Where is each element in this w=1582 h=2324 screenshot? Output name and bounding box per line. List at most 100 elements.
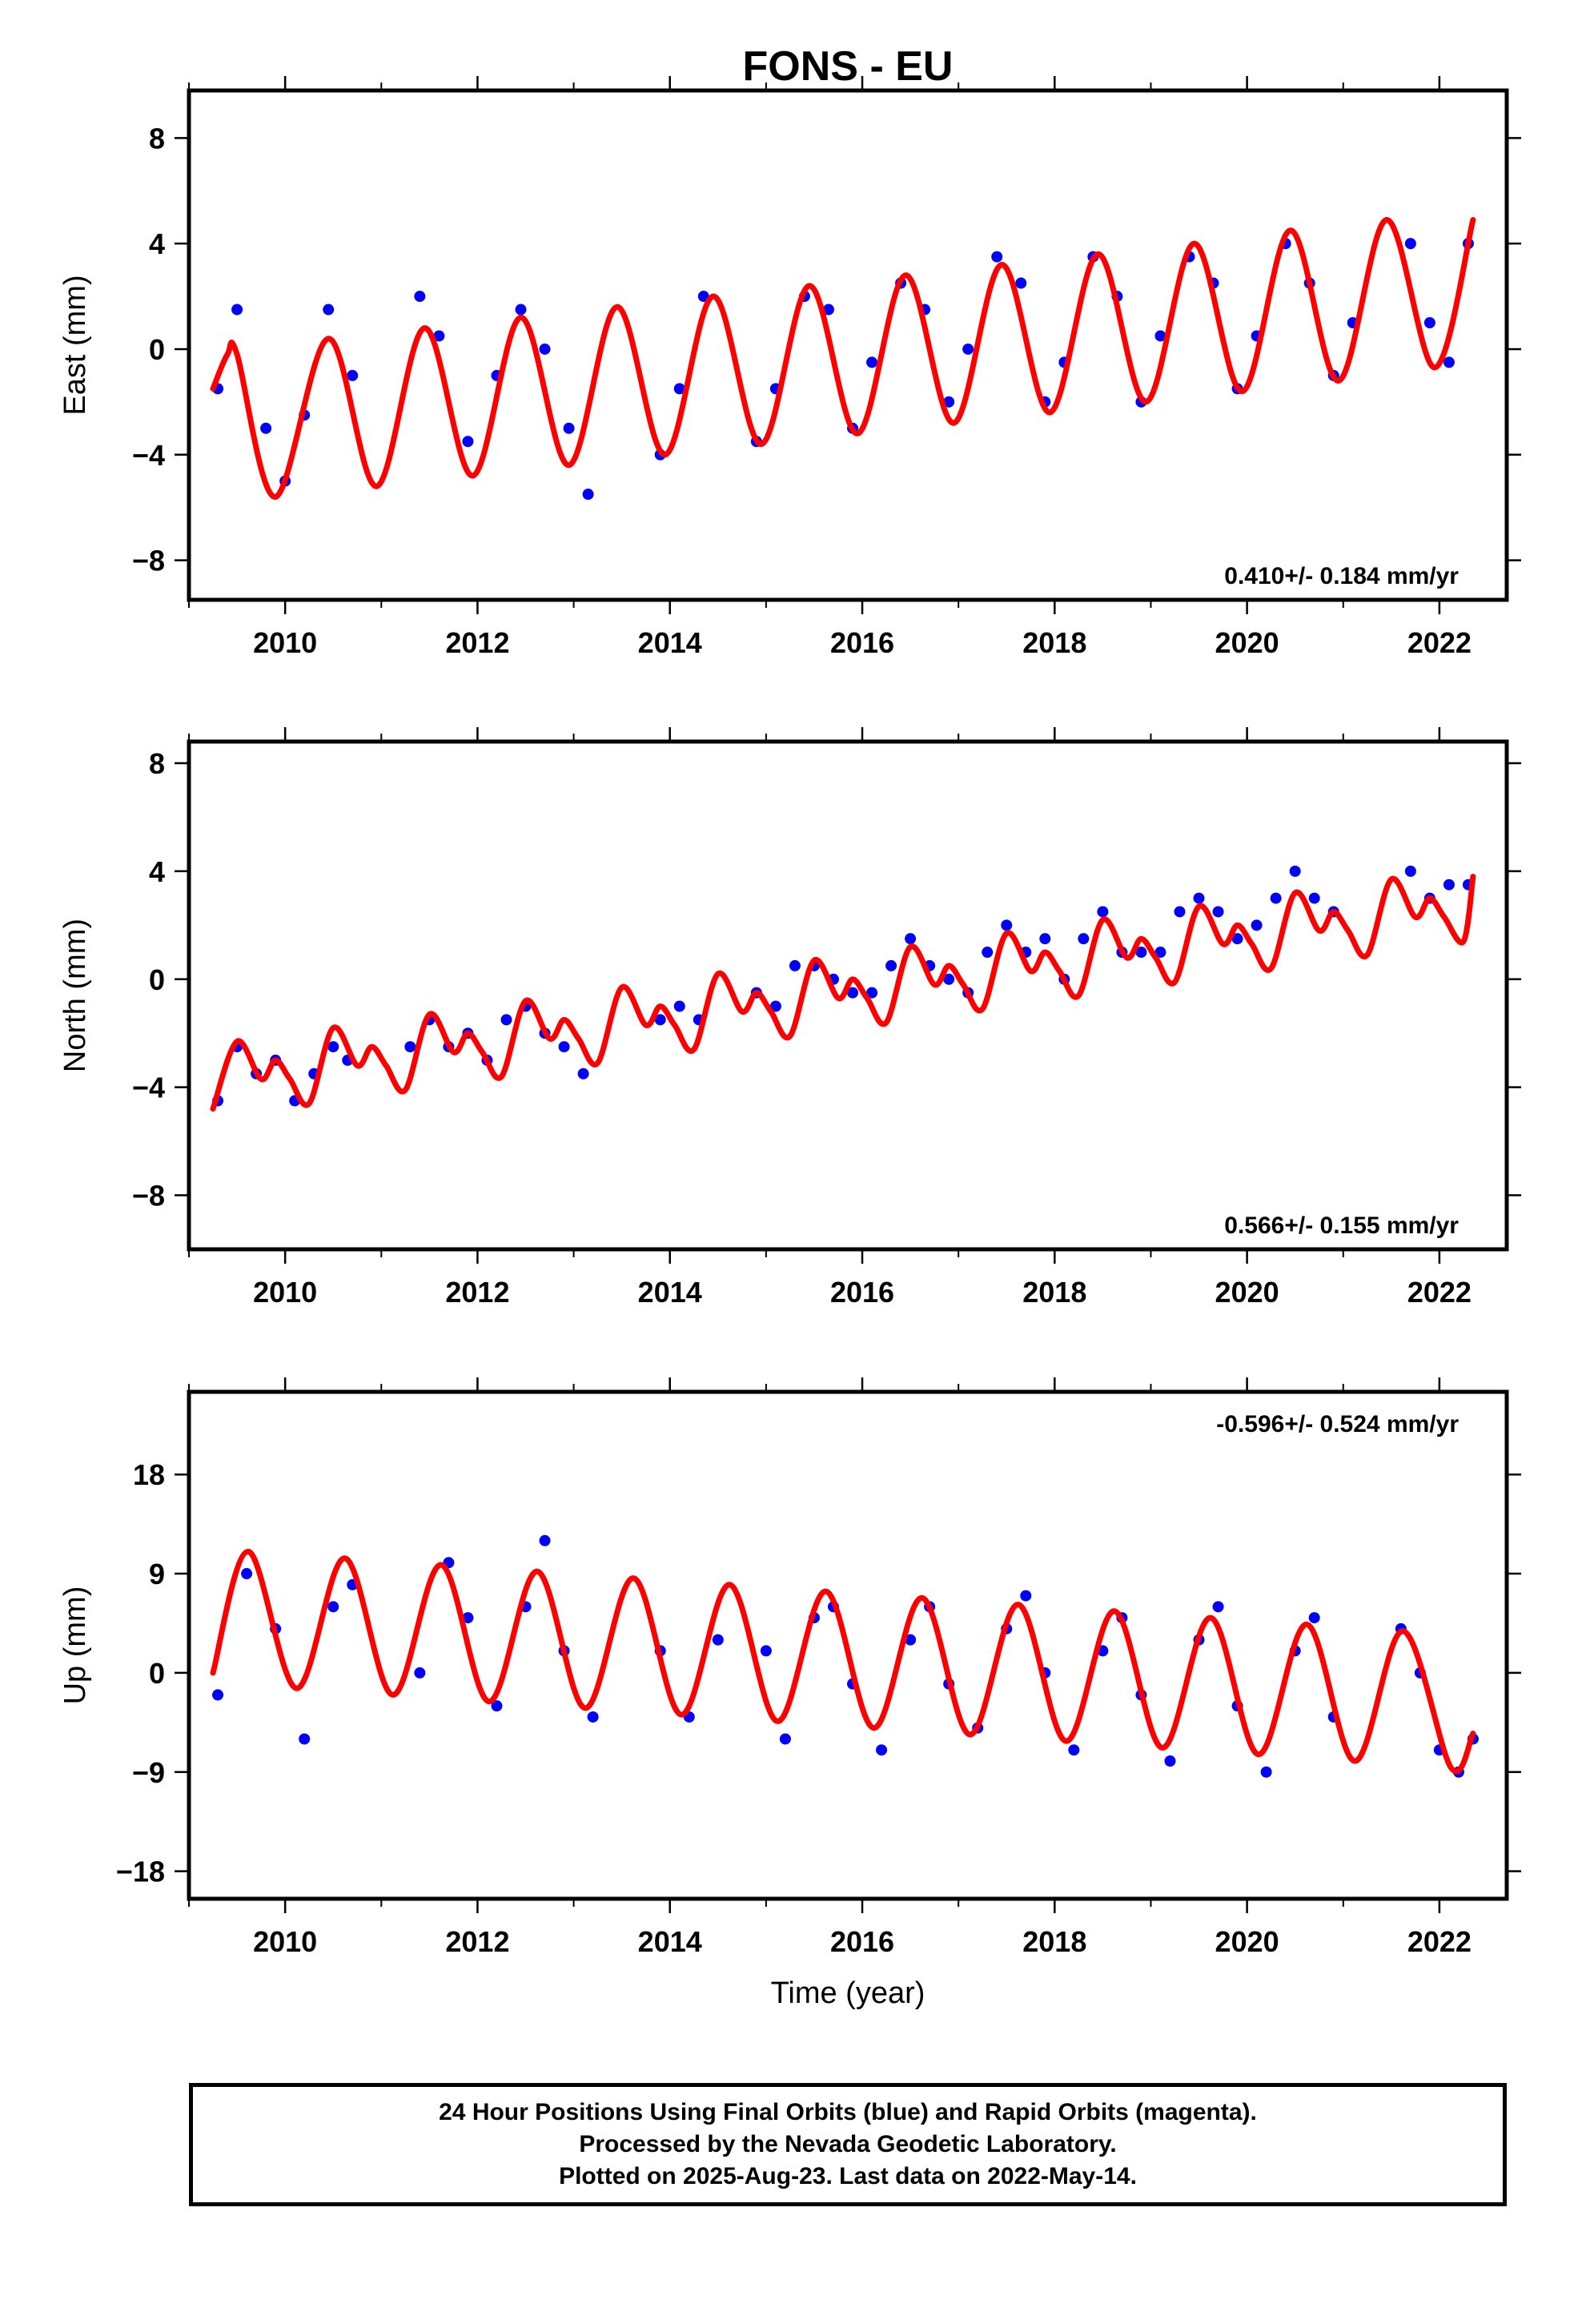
north-data-point xyxy=(558,1041,570,1053)
east-data-point xyxy=(323,304,335,316)
east-y-tick-label: 8 xyxy=(149,122,165,155)
east-data-point xyxy=(822,304,834,316)
north-x-tick-label: 2022 xyxy=(1407,1276,1472,1309)
north-x-tick-label: 2020 xyxy=(1215,1276,1279,1309)
north-data-point xyxy=(885,959,897,971)
north-x-tick-label: 2016 xyxy=(830,1276,894,1309)
east-y-tick-label: 0 xyxy=(149,333,165,366)
panels: 2010 2012 2014 2016 2018 2020 2022 −8 −4 0 4 8 0.410… xyxy=(58,76,1521,2010)
north-data-point xyxy=(1001,919,1013,931)
east-x-tick-label: 2018 xyxy=(1022,626,1086,659)
north-y-tick-label: −8 xyxy=(132,1180,165,1212)
east-data-point xyxy=(1154,330,1166,342)
north-data-point xyxy=(943,973,955,985)
up-data-point xyxy=(1068,1744,1080,1756)
up-data-point xyxy=(212,1689,224,1701)
north-data-point xyxy=(1154,947,1166,959)
north-data-point xyxy=(1078,933,1090,945)
x-axis-label: Time (year) xyxy=(771,1976,926,2010)
up-data-point xyxy=(779,1733,791,1745)
up-data-point xyxy=(462,1612,474,1624)
up-y-tick-label: −9 xyxy=(132,1756,165,1789)
north-data-point xyxy=(500,1014,512,1026)
east-x-tick-label: 2016 xyxy=(830,626,894,659)
caption-line-2: Processed by the Nevada Geodetic Laborat… xyxy=(579,2131,1117,2157)
east-data-point xyxy=(347,369,359,381)
north-data-point xyxy=(1443,879,1455,891)
east-data-point xyxy=(1443,356,1455,368)
panel-east: 2010 2012 2014 2016 2018 2020 2022 −8 −4 0 4 8 0.410… xyxy=(58,76,1521,659)
up-x-tick-label: 2018 xyxy=(1022,1925,1086,1958)
east-data-point xyxy=(515,304,527,316)
up-plot-area xyxy=(210,1534,1479,1778)
up-data-point xyxy=(1260,1766,1272,1778)
east-rate-label: 0.410+/- 0.184 mm/yr xyxy=(1224,563,1459,589)
up-y-tick-label: 9 xyxy=(149,1558,165,1590)
east-data-point xyxy=(1423,316,1435,328)
up-y-axis-label: Up (mm) xyxy=(58,1586,92,1705)
up-x-tick-label: 2020 xyxy=(1215,1925,1279,1958)
east-data-point xyxy=(462,436,474,448)
east-data-point xyxy=(1404,238,1416,250)
up-data-point xyxy=(299,1733,311,1745)
east-data-point xyxy=(260,422,272,434)
up-data-point xyxy=(1164,1755,1176,1767)
north-data-point xyxy=(673,1000,685,1012)
east-y-axis-label: East (mm) xyxy=(58,275,92,415)
east-plot-area xyxy=(210,217,1476,501)
up-x-tick-label: 2012 xyxy=(445,1925,509,1958)
north-x-tick-label: 2010 xyxy=(253,1276,317,1309)
north-data-point xyxy=(1097,906,1109,918)
up-data-point xyxy=(905,1634,917,1646)
east-data-point xyxy=(563,422,575,434)
up-data-point xyxy=(327,1601,339,1613)
north-data-point xyxy=(1289,865,1301,877)
up-x-tick-label: 2022 xyxy=(1407,1925,1472,1958)
up-data-point xyxy=(491,1700,503,1712)
panel-up: 2010 2012 2014 2016 2018 2020 2022 −18 −9 0 9 18 -0.… xyxy=(58,1377,1521,2010)
east-data-point xyxy=(991,251,1003,263)
caption-box: 24 Hour Positions Using Final Orbits (bl… xyxy=(189,2083,1507,2206)
up-x-tick-label: 2014 xyxy=(638,1925,702,1958)
east-x-tick-label: 2022 xyxy=(1407,626,1472,659)
up-data-point xyxy=(539,1534,551,1546)
north-data-point xyxy=(404,1041,416,1053)
up-y-tick-label: 0 xyxy=(149,1657,165,1690)
east-data-point xyxy=(943,396,955,408)
north-data-point xyxy=(1135,947,1147,959)
chart-title: FONS - EU xyxy=(743,43,954,90)
up-model-curve xyxy=(210,1549,1476,1775)
east-model-curve xyxy=(210,217,1476,500)
up-rate-label: -0.596+/- 0.524 mm/yr xyxy=(1216,1411,1459,1437)
north-y-tick-label: 0 xyxy=(149,963,165,996)
north-data-point xyxy=(1251,919,1263,931)
north-plot-area xyxy=(210,865,1476,1112)
north-y-axis-label: North (mm) xyxy=(58,919,92,1072)
north-x-tick-label: 2014 xyxy=(638,1276,702,1309)
east-x-tick-label: 2012 xyxy=(445,626,509,659)
east-data-point xyxy=(582,489,594,501)
east-x-tick-label: 2014 xyxy=(638,626,702,659)
east-y-tick-label: 4 xyxy=(149,227,165,260)
east-data-point xyxy=(962,343,974,355)
east-data-point xyxy=(673,383,685,395)
north-data-point xyxy=(577,1068,589,1080)
north-data-point xyxy=(1039,933,1051,945)
east-x-tick-label: 2020 xyxy=(1215,626,1279,659)
north-data-point xyxy=(866,987,878,999)
up-data-point xyxy=(760,1645,772,1657)
up-data-point xyxy=(587,1711,599,1723)
up-y-tick-label: 18 xyxy=(133,1458,165,1491)
east-y-tick-label: −8 xyxy=(132,545,165,577)
north-data-point xyxy=(1404,865,1416,877)
up-data-point xyxy=(414,1667,426,1679)
up-x-tick-label: 2016 xyxy=(830,1925,894,1958)
east-data-point xyxy=(1015,277,1027,289)
north-data-point xyxy=(1231,933,1243,945)
north-data-point xyxy=(1193,892,1205,904)
north-y-tick-label: 4 xyxy=(149,855,165,888)
east-data-point xyxy=(866,356,878,368)
east-x-tick-label: 2010 xyxy=(253,626,317,659)
north-data-point xyxy=(1270,892,1282,904)
